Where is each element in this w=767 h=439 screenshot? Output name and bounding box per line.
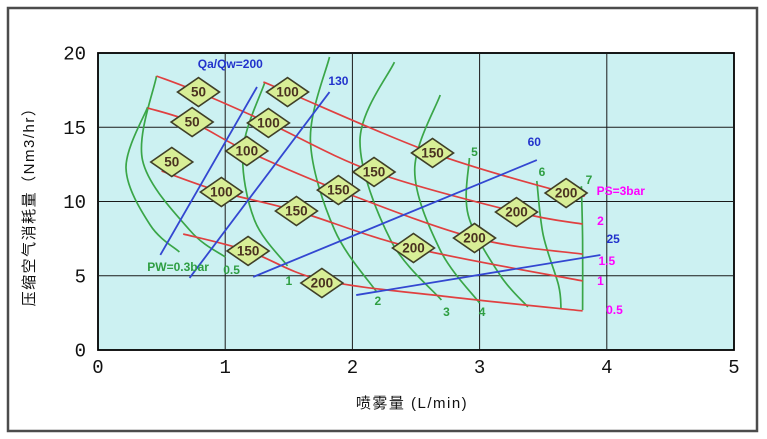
figure-frame [6,6,759,433]
y-tick-label: 15 [63,118,86,140]
diamond-shape [494,196,539,228]
droplet-size-marker: 50 [169,106,215,138]
diamond-shape [410,137,455,169]
x-tick-label: 2 [347,357,358,379]
droplet-size-markers: 50 50 50 100 100 100 100 150 150 150 150 150 200 200 2… [149,76,589,299]
x-tick-label: 0 [92,357,103,379]
y-tick-label: 5 [75,266,86,288]
marker-value: 150 [363,164,386,179]
marker-value: 200 [555,186,578,201]
diamond-shape [452,222,497,254]
diamond-shape [176,76,221,108]
marker-value: 50 [185,115,200,130]
diamond-shape [299,267,345,299]
diamond-shape [274,195,319,227]
diamond-shape [351,156,397,188]
marker-value: 50 [164,154,179,169]
curve-label-0.5: 0.5 [223,263,240,277]
droplet-size-marker: 200 [391,232,436,264]
curve-label-2: 2 [374,294,381,308]
water-pressure-curve-PW-7bar [580,186,584,311]
ratio-lines [159,86,601,296]
marker-value: 150 [237,243,260,258]
air-water-ratio-curve-Qa-Qw-200 [159,86,258,256]
marker-value: 50 [191,85,206,100]
marker-value: 100 [210,184,233,199]
water-pressure-curve-PW-0.5bar [140,75,226,258]
droplet-size-marker: 200 [452,222,497,254]
water-pressure-curve-PW-0.3bar [125,106,180,253]
curve-label-Qa-Qw-200: Qa/Qw=200 [198,57,263,71]
y-tick-label: 0 [75,341,86,363]
droplet-size-marker: 150 [225,235,271,267]
droplet-size-marker: 200 [543,177,589,209]
marker-value: 200 [311,276,334,291]
marker-value: 100 [236,144,259,159]
diamond-shape [198,176,244,208]
curve-label-1.5: 1.5 [598,254,615,268]
droplet-size-marker: 150 [410,137,455,169]
air-water-ratio-curve-Qa-Qw-60 [252,159,538,278]
y-tick-label: 20 [63,44,86,66]
curve-label-25: 25 [606,232,620,246]
marker-value: 150 [327,183,350,198]
water-pressure-curve-PW-1bar [241,82,289,267]
diamond-shape [316,174,361,206]
x-tick-label: 3 [474,357,485,379]
curve-label-3: 3 [443,305,450,319]
x-axis-title: 喷雾量 (L/min) [356,395,468,412]
diamond-shape [149,146,195,178]
marker-value: 100 [257,115,280,130]
droplet-size-marker: 100 [265,76,310,108]
curve-label-130: 130 [328,74,348,88]
droplet-size-marker: 200 [494,196,539,228]
curve-label-7: 7 [586,173,593,187]
marker-value: 200 [463,231,486,246]
diamond-shape [246,107,291,139]
diamond-shape [391,232,436,264]
droplet-size-marker: 150 [316,174,361,206]
curve-label-0.5: 0.5 [606,303,623,317]
curve-label-2: 2 [597,214,604,228]
marker-value: 150 [421,145,444,160]
droplet-size-marker: 100 [246,107,291,139]
curve-label-4: 4 [479,305,486,319]
water-pressure-curve-PW-3bar [359,61,443,301]
droplet-size-marker: 100 [198,176,244,208]
diamond-shape [543,177,589,209]
curve-label-6: 6 [539,165,546,179]
droplet-size-marker: 200 [299,267,345,299]
droplet-size-marker: 50 [176,76,221,108]
curve-label-1: 1 [597,274,604,288]
marker-value: 100 [276,85,299,100]
droplet-size-marker: 50 [149,146,195,178]
diamond-shape [169,106,215,138]
x-tick-label: 1 [219,357,230,379]
droplet-size-marker: 150 [274,195,319,227]
curve-label-PW-0.3bar: PW=0.3bar [147,260,209,274]
curve-label-PS-3bar: PS=3bar [597,184,646,198]
droplet-size-marker: 100 [224,135,270,167]
curve-labels: Qa/Qw=2001306025PS=3bar21.510.5PW=0.3bar… [147,57,645,319]
y-axis-title: 压缩空气消耗量（Nm3/hr） [21,100,38,307]
air-water-ratio-curve-Qa-Qw-130 [188,91,331,279]
y-tick-label: 10 [63,192,86,214]
droplet-size-marker: 150 [351,156,397,188]
x-tick-label: 4 [601,357,612,379]
water-pressure-curve-PW-6bar [535,180,562,309]
diamond-shape [224,135,270,167]
diamond-shape [225,235,271,267]
curve-label-60: 60 [528,135,542,149]
marker-value: 200 [505,205,528,220]
diamond-shape [265,76,310,108]
curve-label-1: 1 [285,274,292,288]
marker-value: 150 [285,204,308,219]
x-tick-label: 5 [728,357,739,379]
marker-value: 200 [402,240,425,255]
air-water-ratio-curve-Qa-Qw-25 [356,254,601,296]
curve-label-5: 5 [471,145,478,159]
